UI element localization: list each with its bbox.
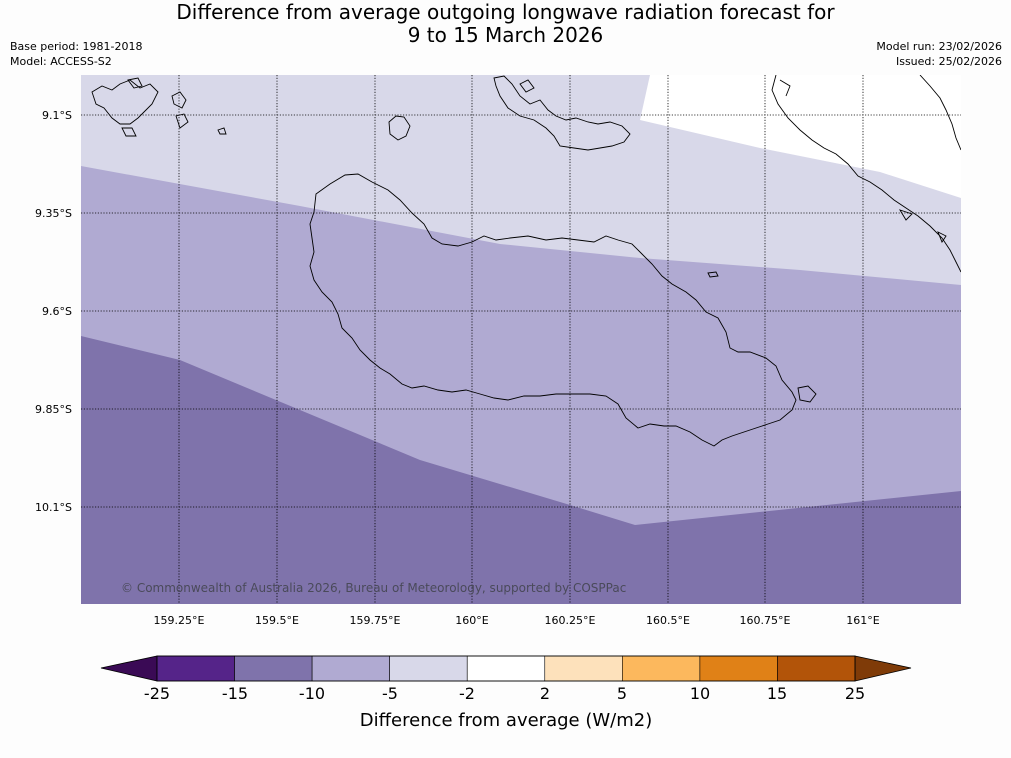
small-islet [707,271,719,278]
lon-label: 161°E [846,614,879,627]
copyright-text: © Commonwealth of Australia 2026, Bureau… [121,581,626,595]
lon-label: 159.75°E [350,614,401,627]
lon-label: 159.25°E [154,614,205,627]
colorbar-segment [544,655,623,682]
colorbar-tick-label: -10 [299,684,325,703]
lat-label: 9.1°S [42,109,72,122]
colorbar-frame [156,655,856,682]
band-minus2-to-2 [640,75,961,198]
guadalcanal-coastline [309,173,797,447]
lon-label: 160°E [455,614,488,627]
colorbar-segment [234,655,313,682]
colorbar-segment [622,655,701,682]
florida-islands [493,75,631,151]
east-islet [797,385,817,403]
lat-label: 9.6°S [42,305,72,318]
colorbar-segment [156,655,235,682]
chart-title: Difference from average outgoing longwav… [0,1,1011,47]
coastlines [91,75,961,447]
colorbar-segment [311,655,390,682]
map-area: © Commonwealth of Australia 2026, Bureau… [81,75,961,604]
lat-label: 10.1°S [35,501,72,514]
base-period: Base period: 1981-2018 [10,40,143,53]
longitude-labels: 159.25°E 159.5°E 159.75°E 160°E 160.25°E… [154,614,880,627]
colorbar-tick-label: 15 [767,684,787,703]
title-line-1: Difference from average outgoing longwav… [176,0,835,24]
lon-label: 160.75°E [740,614,791,627]
colorbar: -25 -15 -10 -5 -2 2 5 10 15 25 Differenc… [100,655,912,731]
malaita-coastline [771,75,961,273]
colorbar-tick-label: -5 [382,684,398,703]
latitude-labels: 9.1°S 9.35°S 9.6°S 9.85°S 10.1°S [35,109,72,514]
colorbar-segment [466,655,546,682]
colorbar-tick-label: -2 [459,684,475,703]
colorbar-tick-label: -25 [144,684,170,703]
colorbar-tick-label: 10 [690,684,710,703]
colorbar-under-arrow [100,655,158,682]
lon-label: 160.5°E [646,614,690,627]
colorbar-segment [777,655,856,682]
band-minus15-to-minus10 [81,336,961,604]
model-run: Model run: 23/02/2026 [876,40,1002,53]
graticule [81,75,961,604]
issued-date: Issued: 25/02/2026 [895,55,1002,68]
lon-label: 159.5°E [255,614,299,627]
colorbar-label: Difference from average (W/m2) [360,710,652,731]
title-line-2: 9 to 15 March 2026 [407,23,604,47]
lat-label: 9.85°S [35,403,72,416]
meta-right: Model run: 23/02/2026 Issued: 25/02/2026 [876,39,1002,69]
colorbar-tick-label: 2 [540,684,550,703]
model-name: Model: ACCESS-S2 [10,55,112,68]
colorbar-tick-label: -15 [222,684,248,703]
russell-islands [91,77,227,137]
colorbar-segment [699,655,778,682]
savo-island [388,115,411,141]
meta-left: Base period: 1981-2018 Model: ACCESS-S2 [10,39,142,69]
colorbar-tick-label: 5 [617,684,627,703]
lon-label: 160.25°E [545,614,596,627]
colorbar-segment [389,655,468,682]
colorbar-tick-label: 25 [845,684,865,703]
lat-label: 9.35°S [35,207,72,220]
colorbar-segments [156,655,856,682]
colorbar-over-arrow [854,655,912,682]
colorbar-ticks: -25 -15 -10 -5 -2 2 5 10 15 25 [144,684,865,703]
